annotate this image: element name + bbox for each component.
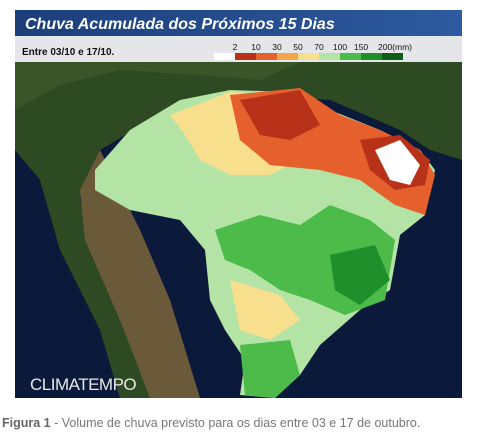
legend-swatch (214, 53, 235, 60)
watermark: CLIMATEMPO (30, 375, 136, 394)
legend-swatch (382, 53, 403, 60)
rain-region (240, 90, 320, 140)
legend-swatch (340, 53, 361, 60)
rain-region (330, 245, 390, 305)
legend-label: 10 (251, 42, 261, 52)
caption-label: Figura 1 (2, 416, 51, 430)
land-north (15, 62, 300, 110)
subtitle: Entre 03/10 e 17/10. (22, 47, 115, 58)
map-figure: Chuva Acumulada dos Próximos 15 Dias Ent… (15, 10, 462, 398)
legend-label: 200(mm) (378, 42, 412, 52)
caption: Figura 1 - Volume de chuva previsto para… (2, 416, 480, 430)
legend-label: 150 (354, 42, 368, 52)
rain-region (240, 340, 300, 398)
legend-label: 50 (293, 42, 303, 52)
legend-label: 100 (333, 42, 347, 52)
caption-text: - Volume de chuva previsto para os dias … (54, 416, 421, 430)
legend-label: 30 (272, 42, 282, 52)
legend-label: 70 (314, 42, 324, 52)
legend-swatch (361, 53, 382, 60)
legend-swatch (256, 53, 277, 60)
legend-swatch (298, 53, 319, 60)
andes (80, 150, 200, 398)
legend-label: 2 (233, 42, 238, 52)
header-bar (15, 10, 462, 36)
legend: 2 10 30 50 70 100 150 200(mm) (214, 42, 412, 60)
rain-region (230, 280, 300, 340)
legend-swatch (277, 53, 298, 60)
legend-swatch (319, 53, 340, 60)
title: Chuva Acumulada dos Próximos 15 Dias (25, 16, 335, 33)
rain-region (375, 140, 420, 185)
legend-swatch (235, 53, 256, 60)
